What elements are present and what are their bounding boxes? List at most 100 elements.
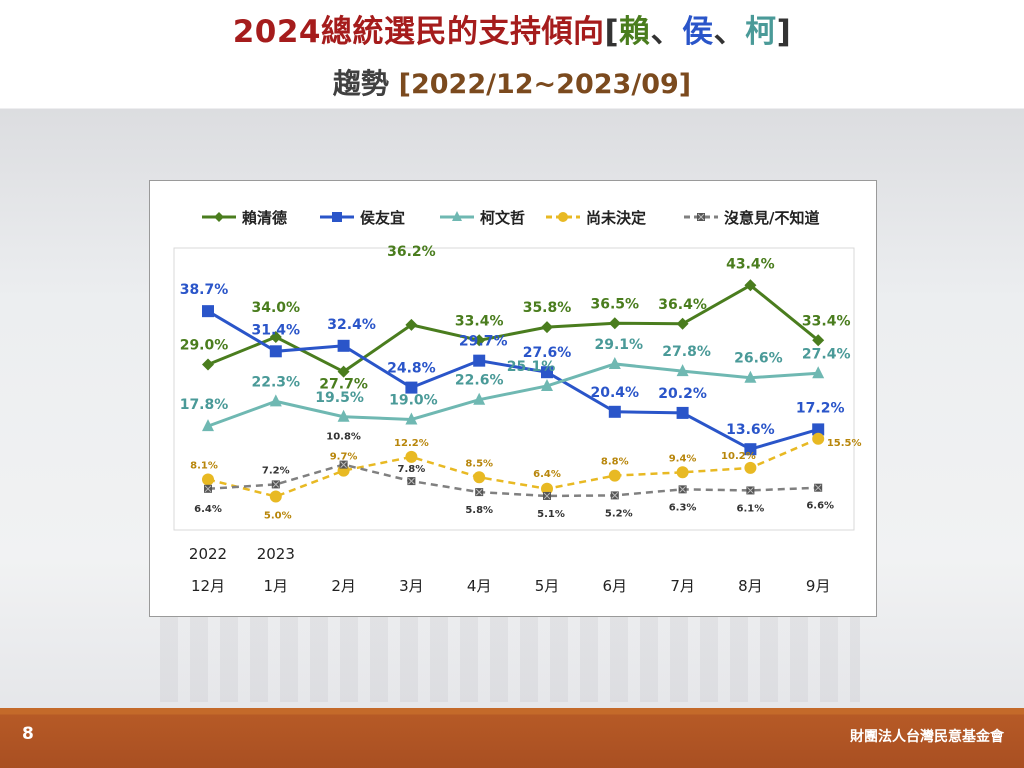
legend-marker-no_opinion-cross <box>697 213 705 221</box>
data-label-no_opinion: 6.6% <box>806 501 834 512</box>
data-label-no_opinion: 5.1% <box>537 509 565 520</box>
page-title: 2024總統選民的支持傾向[賴、侯、柯] <box>0 6 1024 51</box>
data-point-hou <box>676 406 689 419</box>
data-point-ko <box>812 366 825 379</box>
data-label-no_opinion: 10.8% <box>326 432 361 443</box>
legend-label-ko: 柯文哲 <box>480 209 525 227</box>
data-point-hou <box>812 423 825 436</box>
data-point-no_opinion-cross <box>611 492 619 499</box>
series-line-lai <box>207 283 820 374</box>
data-point-undecided <box>812 432 825 445</box>
data-label-hou: 27.6% <box>523 345 572 361</box>
data-point-ko <box>744 370 757 383</box>
data-point-no_opinion-cross <box>340 461 347 468</box>
data-point-hou <box>608 405 621 418</box>
data-point-hou <box>269 345 282 358</box>
data-label-ko: 26.6% <box>734 351 783 367</box>
x-tick-label: 4月 <box>467 577 492 595</box>
data-label-lai: 36.2% <box>387 244 436 260</box>
data-point-undecided <box>202 473 214 486</box>
data-point-lai <box>744 279 757 292</box>
data-point-no_opinion-cross <box>475 488 483 496</box>
data-label-ko: 27.8% <box>662 344 711 360</box>
series-line-ko <box>207 362 819 428</box>
data-label-no_opinion: 7.8% <box>398 464 426 475</box>
data-label-lai: 36.5% <box>591 296 640 312</box>
title-separator: 、 <box>713 14 746 50</box>
page-subtitle: 趨勢 [2022/12~2023/09] <box>0 62 1024 102</box>
data-point-no_opinion-cross <box>408 477 415 485</box>
data-label-lai: 27.7% <box>319 377 368 393</box>
data-label-no_opinion: 7.2% <box>262 465 290 476</box>
data-point-lai <box>473 334 486 347</box>
x-tick-label: 9月 <box>806 577 831 595</box>
legend-marker-lai <box>214 212 224 222</box>
footer-bar <box>0 708 1024 768</box>
legend-marker-undecided <box>558 212 568 222</box>
data-label-no_opinion: 5.2% <box>605 508 633 519</box>
data-point-undecided <box>269 490 282 503</box>
data-point-undecided <box>608 469 621 482</box>
data-label-hou: 29.7% <box>459 334 508 350</box>
data-point-undecided <box>744 461 757 474</box>
data-point-lai <box>608 317 621 330</box>
data-label-lai: 33.4% <box>455 313 504 329</box>
title-area: 2024總統選民的支持傾向[賴、侯、柯] 趨勢 [2022/12~2023/09… <box>0 0 1024 108</box>
data-point-hou <box>473 354 486 367</box>
x-year-label: 2023 <box>257 545 295 563</box>
crowd-silhouette-decoration <box>160 612 860 702</box>
x-tick-label: 3月 <box>399 577 424 595</box>
data-label-undecided: 8.8% <box>601 457 629 468</box>
title-name-ko: 柯 <box>745 14 777 50</box>
data-label-undecided: 8.1% <box>190 460 218 471</box>
subtitle-label: 趨勢 <box>332 67 389 100</box>
data-label-hou: 20.2% <box>658 386 707 402</box>
trend-line-chart: 賴清德 侯友宜 柯文哲 尚未決定 沒意見/不知道 29.0% 34.0% 27.7% 36.2… <box>173 209 862 595</box>
data-point-ko <box>269 394 282 407</box>
title-name-lai: 賴 <box>619 14 651 50</box>
title-bracket-open: [ <box>604 14 620 50</box>
data-point-no_opinion-cross <box>679 485 686 493</box>
x-tick-label: 5月 <box>535 577 560 595</box>
data-point-ko <box>405 412 418 425</box>
data-label-undecided: 6.4% <box>533 469 561 480</box>
x-tick-label: 2月 <box>331 577 356 595</box>
data-point-ko <box>608 356 621 369</box>
data-point-no_opinion-cross <box>814 484 822 492</box>
x-tick-label: 7月 <box>670 577 695 595</box>
data-point-no_opinion-cross <box>747 487 754 494</box>
legend-label-lai: 賴清德 <box>242 209 287 227</box>
data-point-ko <box>473 392 486 405</box>
series-line-hou <box>207 309 819 451</box>
data-point-ko <box>541 378 553 391</box>
data-label-undecided: 5.0% <box>264 511 292 522</box>
x-tick-label: 6月 <box>603 577 628 595</box>
chart-container: 賴清德 侯友宜 柯文哲 尚未決定 沒意見/不知道 29.0% 34.0% 27.7% 36.2… <box>149 180 877 617</box>
legend-marker-ko <box>452 211 462 221</box>
x-tick-label: 1月 <box>264 577 289 595</box>
chart-legend: 賴清德 侯友宜 柯文哲 尚未決定 沒意見/不知道 <box>202 209 819 227</box>
legend-marker-hou <box>332 212 342 222</box>
x-year-label: 2022 <box>189 545 227 563</box>
data-label-no_opinion: 5.8% <box>465 505 493 516</box>
title-bracket-close: ] <box>776 14 792 50</box>
data-label-lai: 33.4% <box>802 313 851 329</box>
data-point-lai <box>676 317 689 330</box>
data-label-no_opinion: 6.3% <box>669 502 697 513</box>
data-label-lai: 43.4% <box>726 256 775 272</box>
data-label-lai: 34.0% <box>252 300 301 316</box>
title-name-hou: 侯 <box>682 14 714 50</box>
data-label-hou: 13.6% <box>726 422 775 438</box>
series-line-undecided <box>207 437 819 498</box>
x-tick-label: 8月 <box>738 577 763 595</box>
data-label-no_opinion: 6.4% <box>194 504 222 515</box>
x-axis: 12月 1月 2月 3月 4月 5月 6月 7月 8月 9月 2022 2023 <box>189 545 831 595</box>
data-point-lai <box>337 365 350 378</box>
data-point-lai <box>202 358 214 371</box>
data-label-ko: 25.1% <box>507 359 556 375</box>
data-point-no_opinion-cross <box>272 481 280 488</box>
legend-label-hou: 侯友宜 <box>360 209 405 227</box>
data-label-undecided: 10.2% <box>721 451 756 462</box>
data-point-hou <box>337 339 350 352</box>
data-point-lai <box>541 321 553 334</box>
